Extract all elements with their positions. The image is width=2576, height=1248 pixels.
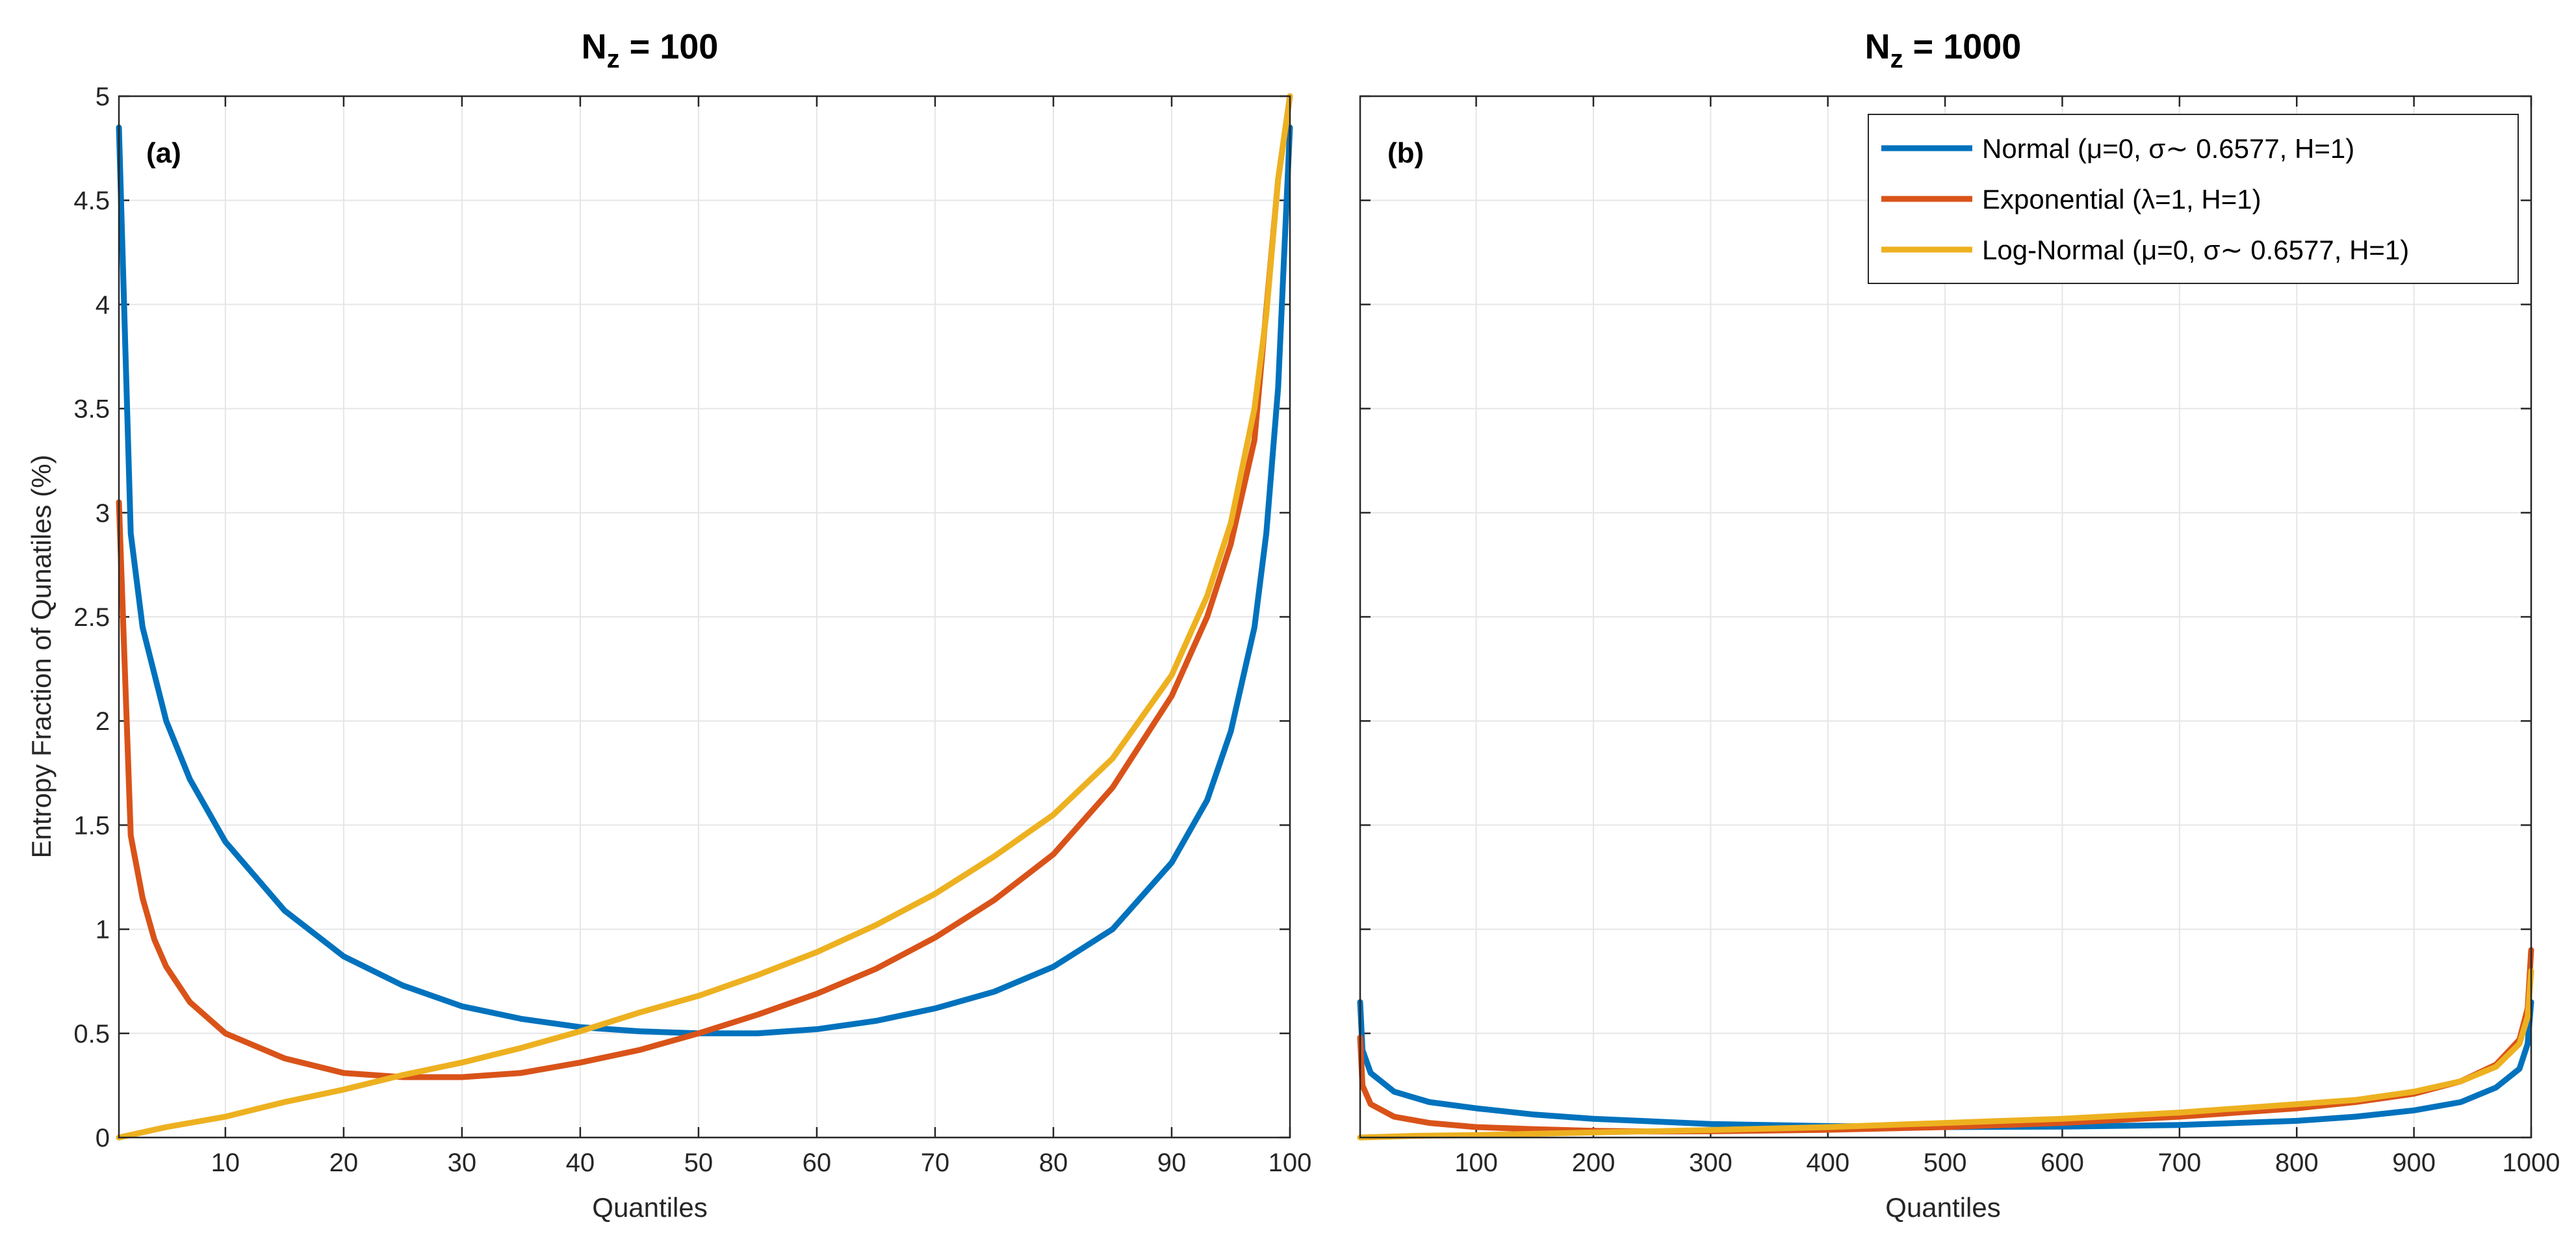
title-subscript: z [1890,45,1903,73]
panel-a-xlabel: Quantiles [592,1192,707,1223]
panel-b-xlabel: Quantiles [1885,1192,2000,1223]
x-tick-label: 1000 [2503,1149,2560,1177]
x-tick-label: 60 [803,1149,832,1177]
title-subscript: z [607,45,620,73]
title-main: N [582,27,607,66]
y-tick-label: 3.5 [73,395,110,424]
title-main: N [1865,27,1890,66]
x-tick-label: 100 [1454,1149,1498,1177]
x-tick-label: 40 [566,1149,595,1177]
x-tick-label: 900 [2392,1149,2436,1177]
y-tick-label: 0 [96,1124,110,1152]
panel-b-title: Nz = 1000 [1865,27,2022,73]
panel-a-axes-frame [118,95,1291,1139]
legend-lognormal-label: Log-Normal (μ=0, σ∼ 0.6577, H=1) [1982,235,2409,265]
x-tick-label: 700 [2157,1149,2201,1177]
series-line-lognormal [1357,968,2534,1141]
panel-a: Nz = 100 (a) Quantiles Entropy Fraction … [26,27,1311,1223]
panel-a-title: Nz = 100 [582,27,719,73]
panel-a-lines [116,93,1293,1141]
panel-a-ylabel: Entropy Fraction of Qunatiles (%) [26,455,57,859]
panel-a-label: (a) [146,137,181,169]
title-rest: = 1000 [1903,27,2022,66]
x-tick-label: 600 [2041,1149,2084,1177]
x-tick-label: 20 [329,1149,359,1177]
y-tick-label: 4.5 [73,187,110,215]
x-tick-label: 10 [211,1149,240,1177]
series-line-lognormal [116,93,1293,1141]
x-tick-label: 200 [1572,1149,1616,1177]
panel-b-ticks: 100 200 300 400 500 600 700 800 900 1000 [1360,95,2560,1177]
legend-exponential-label: Exponential (λ=1, H=1) [1982,184,2261,214]
series-line-normal [116,124,1293,1037]
x-tick-label: 70 [921,1149,950,1177]
x-tick-label: 50 [684,1149,714,1177]
x-tick-label: 500 [1924,1149,1967,1177]
y-tick-label: 1 [96,916,110,944]
legend-normal-label: Normal (μ=0, σ∼ 0.6577, H=1) [1982,133,2354,164]
x-tick-label: 30 [448,1149,477,1177]
x-tick-label: 80 [1039,1149,1068,1177]
y-tick-label: 1.5 [73,811,110,840]
series-line-exponential [116,93,1293,1080]
y-tick-label: 2.5 [73,603,110,632]
legend: Normal (μ=0, σ∼ 0.6577, H=1) Exponential… [1868,114,2519,284]
panel-a-ticks: 10 20 30 40 50 60 70 80 90 100 0 0.5 1 1.5 2 2.5 3 3.5 4 4.… [73,83,1311,1177]
x-tick-label: 90 [1157,1149,1187,1177]
panel-b-label: (b) [1387,137,1424,169]
x-tick-label: 800 [2275,1149,2319,1177]
panel-b-axes-frame [1359,95,2532,1139]
y-tick-label: 4 [96,291,110,319]
y-tick-label: 3 [96,499,110,528]
y-tick-label: 0.5 [73,1020,110,1048]
x-tick-label: 300 [1689,1149,1732,1177]
legend-box [1868,114,2519,284]
x-tick-label: 100 [1269,1149,1312,1177]
title-rest: = 100 [620,27,719,66]
panel-b: Nz = 1000 (b) Quantiles 100 200 300 400 500 6… [1357,27,2560,1223]
y-tick-label: 2 [96,707,110,736]
panel-b-lines [1357,947,2534,1141]
x-tick-label: 400 [1806,1149,1849,1177]
y-tick-label: 5 [96,83,110,111]
